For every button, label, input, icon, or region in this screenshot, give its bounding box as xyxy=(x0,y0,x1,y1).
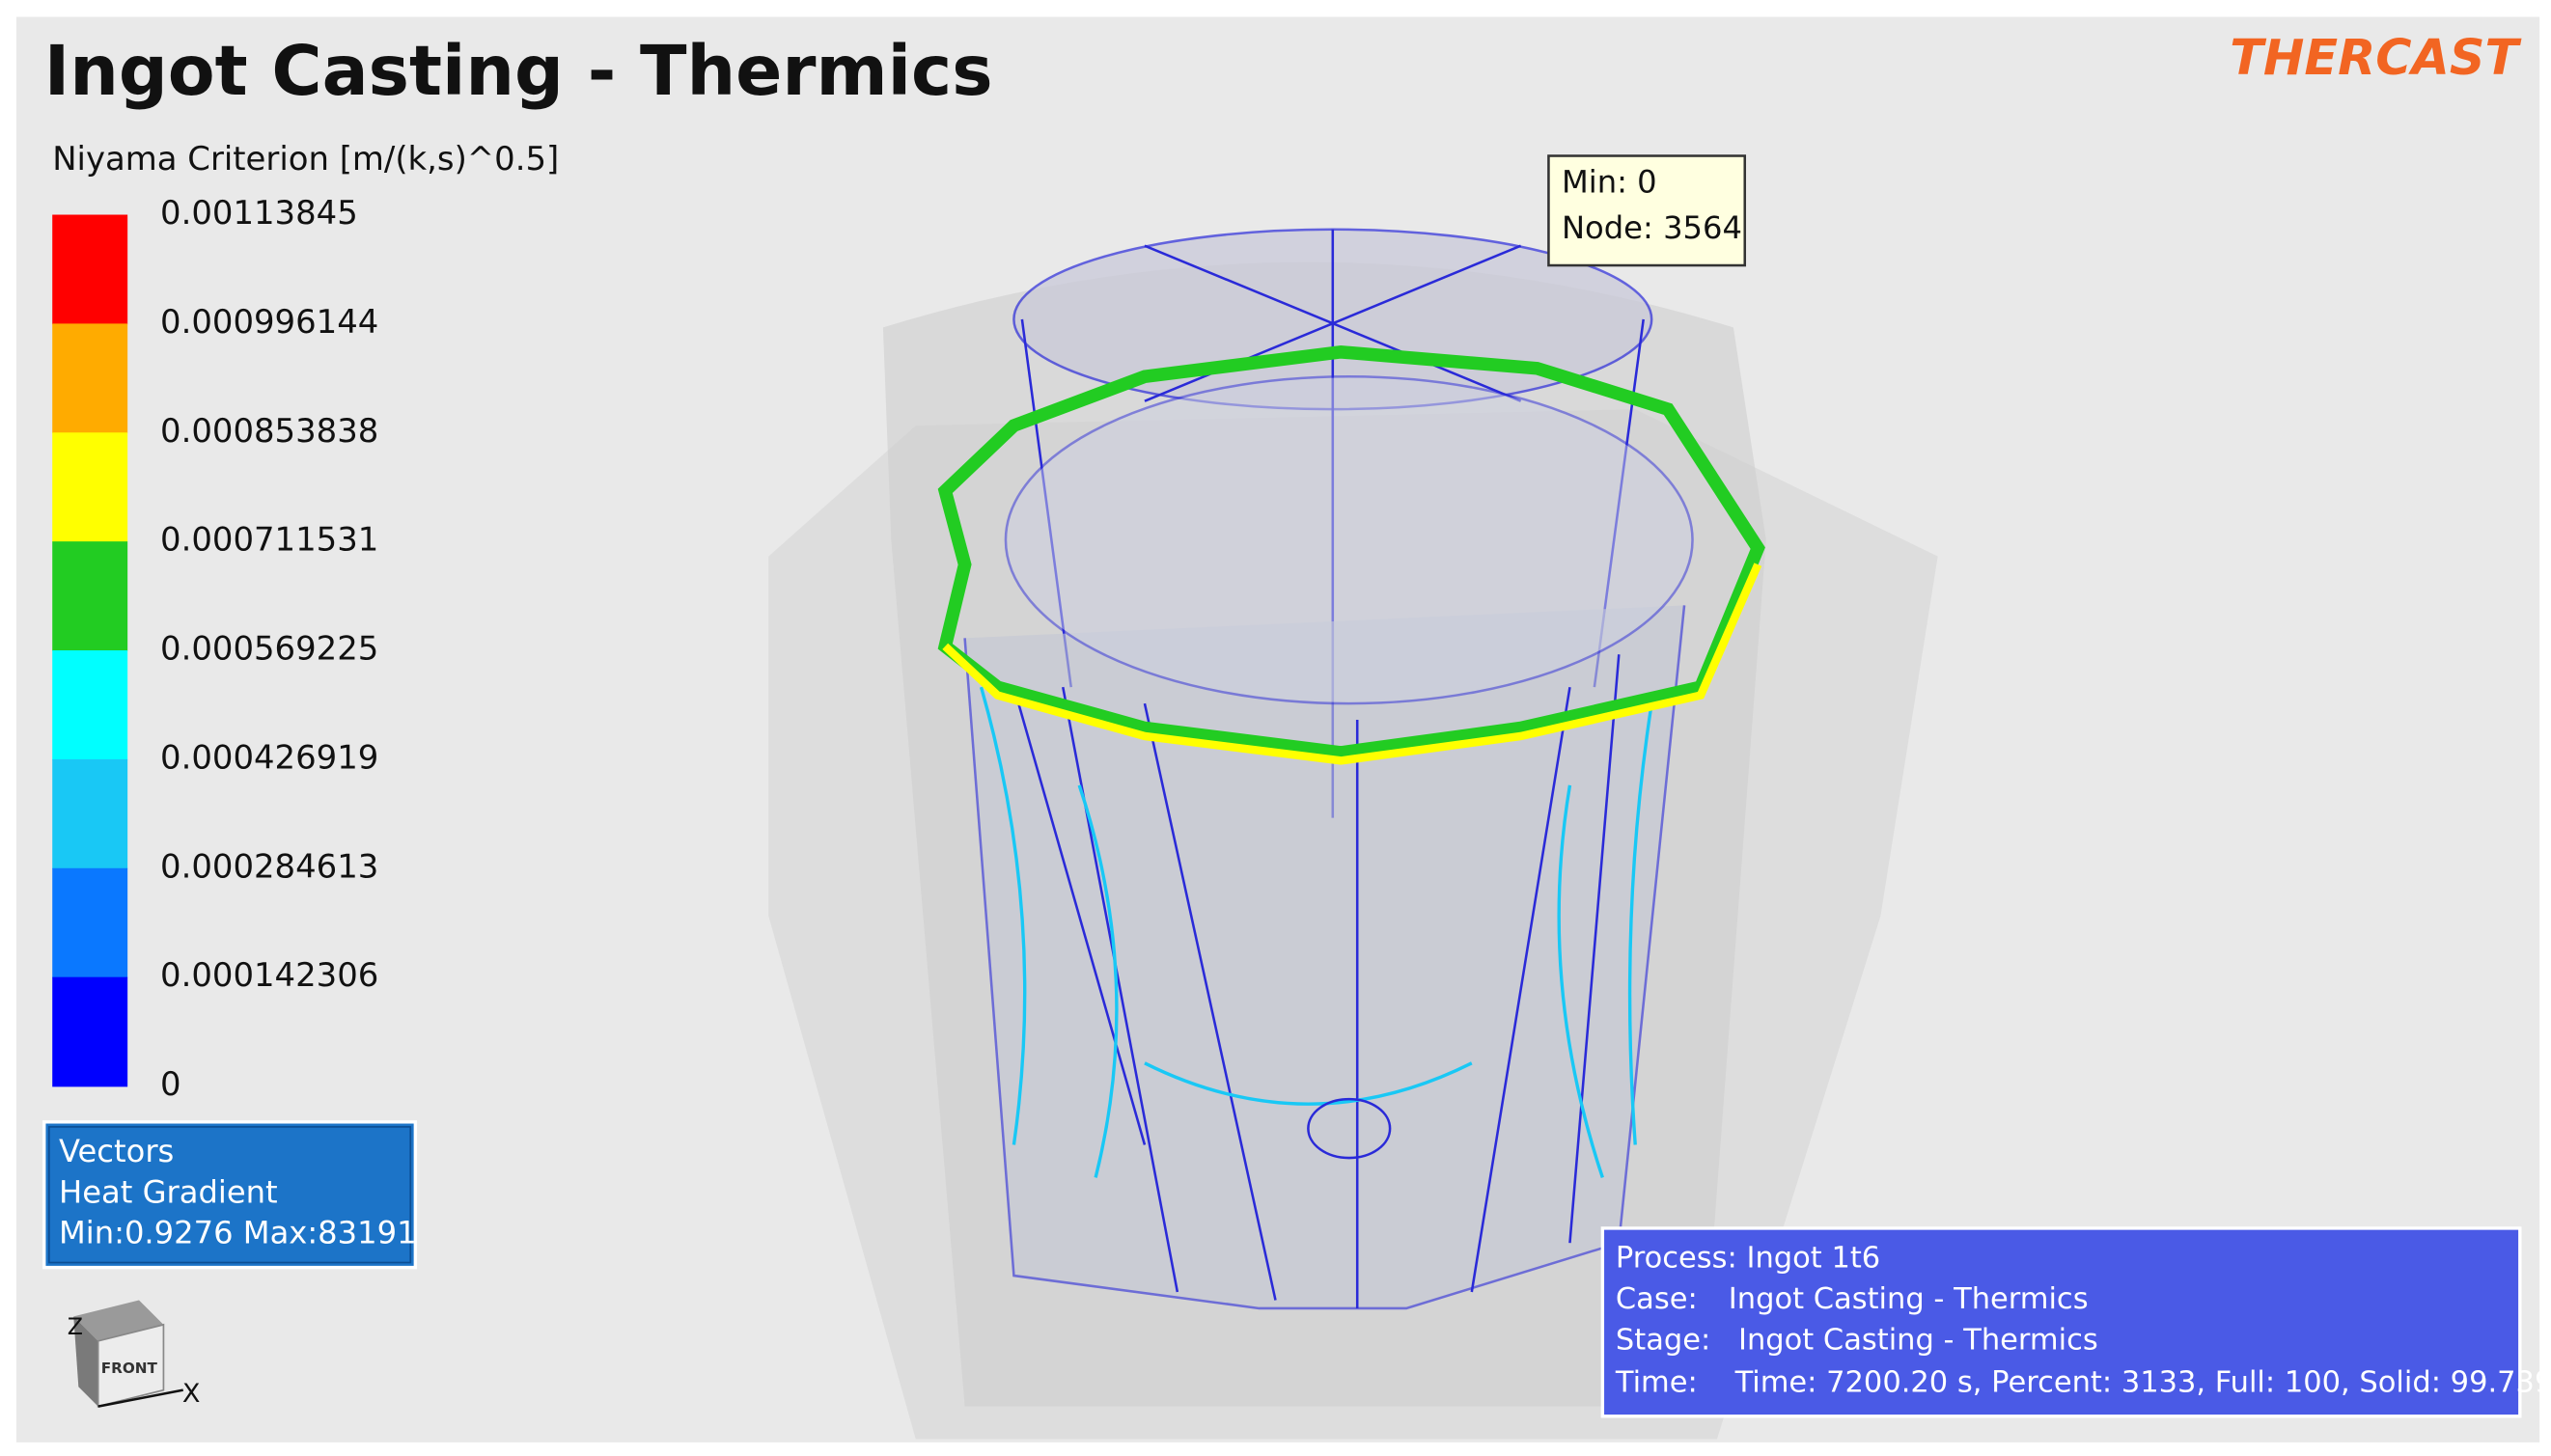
cube-face-label: FRONT xyxy=(101,1360,158,1377)
colorbar-label: 0.000711531 xyxy=(160,521,378,559)
vectors-box xyxy=(42,1120,418,1270)
info-label: Case: xyxy=(1616,1282,1698,1316)
bottom-hub xyxy=(1307,1097,1392,1160)
info-value: Time: 7200.20 s, Percent: 3133, Full: 10… xyxy=(1734,1365,2551,1399)
legend-title: Niyama Criterion [m/(k,s)^0.5] xyxy=(52,140,559,178)
vectors-line: Heat Gradient xyxy=(59,1173,278,1210)
z-axis-label: Z xyxy=(68,1313,83,1340)
x-axis xyxy=(97,1388,183,1408)
info-label: Time: xyxy=(1615,1365,1698,1399)
logo: THERCAST xyxy=(2230,29,2522,86)
x-axis-label: X xyxy=(182,1379,201,1409)
axis-cube: FRONT X Z xyxy=(68,1300,201,1409)
title: Ingot Casting - Thermics xyxy=(44,31,993,111)
colorbar-band xyxy=(52,323,128,434)
colorbar-band xyxy=(52,867,128,978)
tooltip-line: Min: 0 xyxy=(1562,163,1657,200)
vectors-line: Vectors xyxy=(59,1133,174,1169)
body-lines xyxy=(1012,654,1621,1308)
model xyxy=(768,228,1938,1440)
cube-front xyxy=(97,1323,165,1408)
info-label: Stage: xyxy=(1616,1323,1710,1357)
tooltip xyxy=(1547,154,1747,267)
rim-yellow xyxy=(942,563,1762,765)
colorbar-label: 0.000996144 xyxy=(160,303,378,341)
colorbar-band xyxy=(52,541,128,651)
cube-top xyxy=(73,1300,164,1341)
info-value: Ingot Casting - Thermics xyxy=(1738,1323,2098,1357)
colorbar-label: 0.000853838 xyxy=(160,412,378,450)
colorbar-label: 0 xyxy=(160,1065,181,1103)
colorbar-band xyxy=(52,650,128,760)
cube-side xyxy=(73,1316,98,1407)
info-process: Process: Ingot 1t6 xyxy=(1616,1242,1880,1276)
colorbar-label: 0.00113845 xyxy=(160,194,358,232)
mid-ring xyxy=(1004,374,1694,705)
vectors-box-inner xyxy=(47,1126,412,1264)
vectors-line: Min:0.9276 Max:83191 xyxy=(59,1215,417,1251)
contours xyxy=(979,686,1653,1178)
info-value: Ingot Casting - Thermics xyxy=(1729,1282,2089,1316)
tooltip-line: Node: 3564 xyxy=(1562,209,1742,246)
colorbar xyxy=(52,214,128,1087)
colorbar-band xyxy=(52,432,128,542)
colorbar-label: 0.000142306 xyxy=(160,956,378,994)
colorbar-label: 0.000284613 xyxy=(160,847,378,885)
colorbar-band xyxy=(52,214,128,325)
colorbar-label: 0.000569225 xyxy=(160,630,378,668)
ingot-body xyxy=(963,605,1686,1310)
colorbar-band xyxy=(52,976,128,1087)
colorbar-labels: 0.00113845 0.000996144 0.000853838 0.000711… xyxy=(160,194,378,1103)
info-panel xyxy=(1600,1226,2522,1418)
colorbar-band xyxy=(52,758,128,869)
colorbar-label: 0.000426919 xyxy=(160,738,378,776)
